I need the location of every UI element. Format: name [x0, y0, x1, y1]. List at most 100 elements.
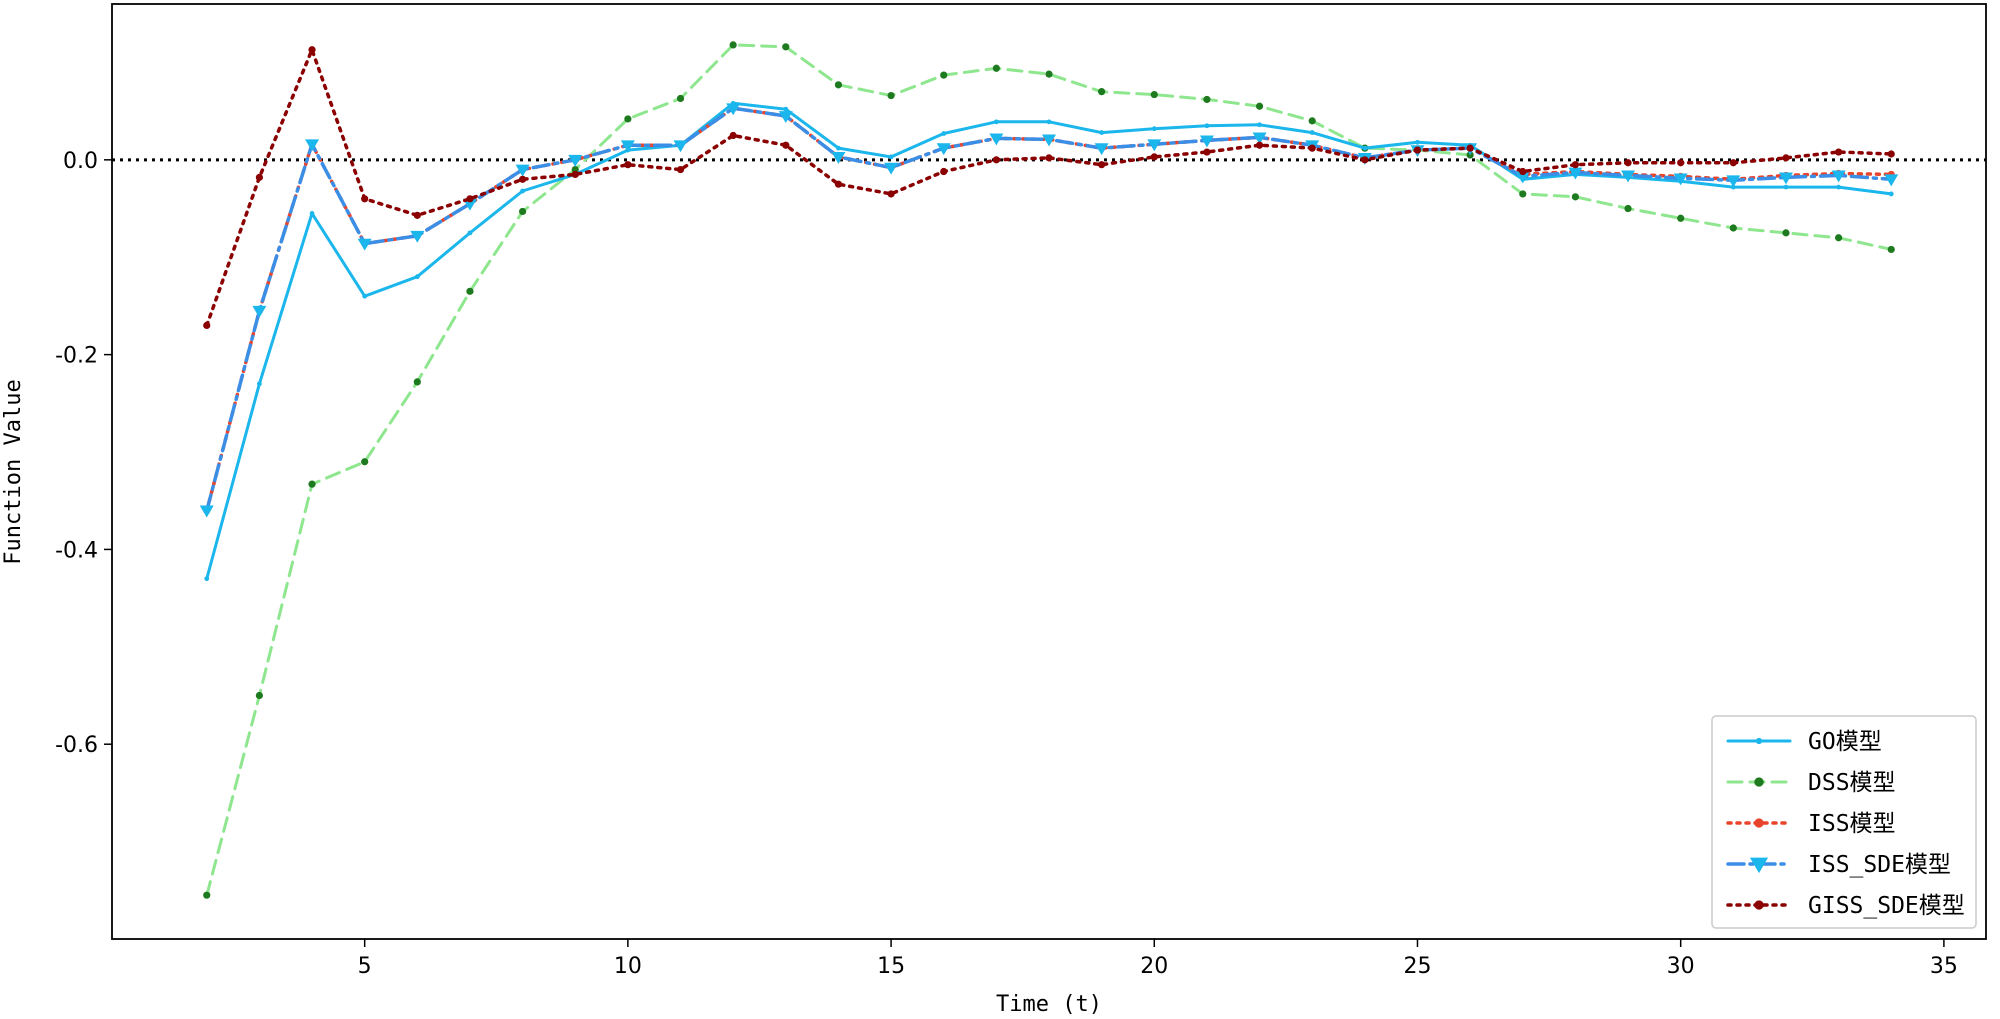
data-point — [782, 43, 790, 51]
y-axis-ticks: -0.6 -0.4 -0.2 0.0 — [55, 149, 112, 758]
data-point — [1729, 224, 1737, 232]
data-point — [410, 230, 425, 243]
data-point — [624, 115, 632, 123]
legend-marker — [1755, 737, 1763, 745]
legend-item: ISS模型 — [1726, 811, 1896, 837]
series-GISS_SDE模型 — [203, 46, 1895, 330]
data-point — [940, 167, 948, 176]
data-point — [361, 195, 369, 203]
data-point — [1677, 159, 1685, 167]
data-point — [888, 154, 894, 160]
x-tick-label: 5 — [358, 954, 372, 979]
data-point — [941, 131, 947, 136]
data-point — [1150, 153, 1158, 161]
data-point — [1099, 130, 1105, 135]
data-point — [1677, 214, 1685, 222]
data-point — [1147, 139, 1162, 152]
data-point — [940, 71, 948, 79]
y-tick-label: -0.2 — [55, 344, 98, 369]
data-point — [834, 180, 843, 188]
data-point — [782, 141, 790, 149]
series-ISS_SDE模型 — [199, 103, 1899, 518]
data-point — [1150, 90, 1158, 99]
data-point — [1042, 134, 1056, 147]
data-point — [1624, 204, 1632, 213]
data-point — [992, 156, 1000, 164]
data-point — [1519, 190, 1527, 198]
legend-item: DSS模型 — [1726, 770, 1896, 796]
legend-label: DSS模型 — [1808, 770, 1896, 796]
data-point — [1884, 174, 1899, 187]
data-point — [252, 305, 267, 318]
data-point — [1778, 172, 1793, 185]
data-point — [1098, 88, 1106, 96]
data-point — [673, 140, 688, 153]
data-point — [1571, 193, 1580, 201]
data-point — [571, 170, 579, 179]
y-tick-label: -0.6 — [55, 733, 98, 758]
data-point — [1887, 245, 1895, 254]
legend-items: GO模型 DSS模型 ISS模型 ISS_SDE模型 GISS_SDE模型 — [1726, 729, 1965, 919]
data-point — [1783, 184, 1789, 190]
data-point — [1257, 122, 1262, 128]
data-point — [255, 691, 263, 700]
data-point — [520, 188, 525, 194]
data-point — [1887, 150, 1895, 158]
series-GO模型 — [204, 100, 1894, 582]
data-point — [204, 576, 210, 582]
x-tick-label: 15 — [877, 954, 905, 979]
data-point — [1782, 154, 1790, 162]
data-point — [831, 152, 846, 164]
data-point — [255, 173, 263, 181]
data-point — [992, 64, 1000, 72]
data-point — [518, 207, 527, 216]
data-point — [1624, 159, 1632, 167]
data-point — [1046, 119, 1052, 125]
data-point — [624, 161, 632, 169]
data-point — [203, 321, 211, 330]
series-line — [205, 43, 1893, 897]
data-point — [783, 106, 789, 112]
data-point — [1836, 184, 1842, 190]
data-point — [466, 287, 474, 295]
data-point — [1098, 161, 1106, 169]
x-tick-label: 25 — [1403, 954, 1431, 979]
data-point — [1203, 148, 1211, 156]
x-axis-ticks: 5 10 15 20 25 30 35 — [358, 939, 1958, 979]
data-point — [1835, 148, 1843, 156]
data-point — [1045, 70, 1053, 78]
data-point — [199, 505, 214, 518]
legend-marker — [1754, 777, 1764, 787]
data-point — [518, 175, 527, 183]
data-point — [467, 230, 473, 236]
data-point — [1151, 126, 1157, 132]
y-tick-label: 0.0 — [63, 149, 98, 174]
data-point — [834, 81, 843, 89]
data-point — [1255, 102, 1264, 110]
data-point — [620, 140, 635, 153]
data-point — [989, 133, 1004, 146]
data-point — [414, 274, 420, 280]
data-point — [1782, 229, 1790, 237]
data-point — [887, 190, 895, 198]
data-point — [256, 381, 262, 387]
y-axis-title: Function Value — [1, 379, 26, 564]
data-point — [413, 378, 421, 386]
data-point — [676, 94, 685, 103]
legend-label: GISS_SDE模型 — [1808, 893, 1965, 919]
data-point — [1621, 170, 1636, 183]
legend-label: ISS_SDE模型 — [1808, 852, 1951, 878]
data-point — [1204, 123, 1210, 129]
data-point — [1571, 161, 1580, 169]
data-point — [1252, 132, 1267, 145]
data-point — [362, 293, 368, 299]
data-point — [1045, 154, 1053, 162]
legend-label: ISS模型 — [1808, 811, 1896, 837]
data-point — [515, 164, 530, 177]
data-point — [1309, 130, 1315, 135]
data-point — [1835, 234, 1843, 242]
data-point — [1831, 170, 1846, 183]
data-point — [568, 154, 583, 167]
data-point — [993, 119, 999, 125]
